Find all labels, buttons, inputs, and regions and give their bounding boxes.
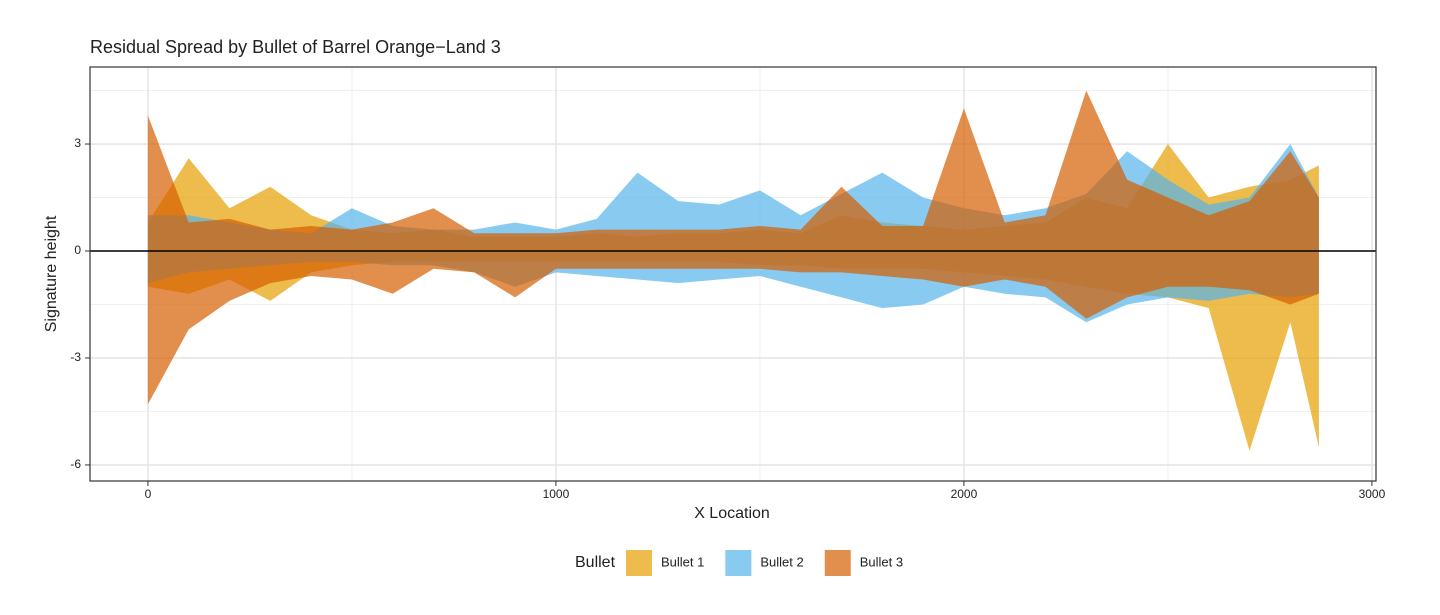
legend-key <box>725 550 752 576</box>
x-tick-label: 1000 <box>543 487 570 501</box>
x-tick-label: 0 <box>145 487 152 501</box>
legend-label: Bullet 1 <box>661 554 704 569</box>
x-axis-label: X Location <box>694 505 770 522</box>
y-axis-label: Signature height <box>43 215 60 332</box>
legend-key <box>626 550 652 576</box>
y-tick-label: 3 <box>74 136 81 150</box>
y-tick-label: 0 <box>74 243 81 257</box>
legend-label: Bullet 2 <box>760 554 803 569</box>
ribbon <box>147 90 1319 405</box>
legend-label: Bullet 3 <box>860 554 903 569</box>
y-tick-label: -6 <box>70 457 81 471</box>
legend-key <box>824 550 851 576</box>
legend-title: Bullet <box>575 554 616 571</box>
y-tick-label: -3 <box>70 350 81 364</box>
chart-title: Residual Spread by Bullet of Barrel Oran… <box>90 37 501 57</box>
x-tick-label: 2000 <box>951 487 978 501</box>
panel-border <box>89 66 1377 482</box>
x-tick-label: 3000 <box>1359 487 1386 501</box>
